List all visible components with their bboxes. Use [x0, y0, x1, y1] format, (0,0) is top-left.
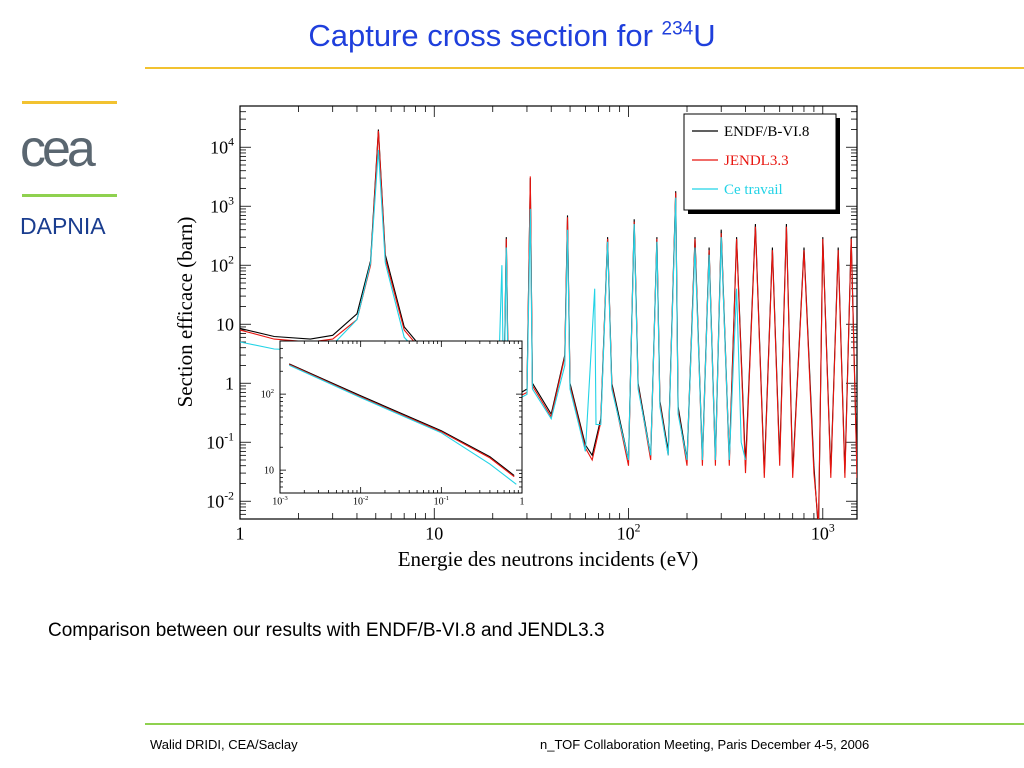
main-x-tick-label: 102 [617, 522, 641, 544]
dapnia-label: DAPNIA [20, 213, 106, 239]
title-element: U [693, 18, 716, 53]
side-divider-bottom [22, 194, 117, 197]
slide-title: Capture cross section for 234U [0, 18, 1024, 54]
main-y-tick-label: 104 [210, 135, 234, 157]
inset-x-tick-label: 10-2 [353, 495, 368, 508]
inset-x-tick-label: 1 [520, 497, 525, 508]
legend-entry: JENDL3.3 [724, 153, 789, 169]
inset-x-tick-label: 10-1 [434, 495, 449, 508]
legend-entry: Ce travail [724, 182, 783, 198]
inset-y-tick-label: 102 [261, 388, 274, 401]
main-y-tick-label: 103 [210, 194, 234, 216]
legend-box [683, 113, 837, 211]
main-y-tick-label: 102 [210, 253, 234, 275]
inset-tick-labels: 10-3 10-2 10-1 1 10 102 [261, 388, 525, 507]
inset-series-0 [288, 363, 515, 476]
svg-text:cea: cea [20, 122, 96, 174]
main-x-tick-label: 1 [236, 524, 245, 544]
legend-entry: ENDF/B-VI.8 [724, 124, 809, 140]
main-x-tick-label: 10 [425, 524, 443, 544]
main-y-tick-label: 10-2 [206, 489, 234, 511]
inset-series-group [288, 363, 517, 485]
main-y-tick-label: 10 [216, 315, 234, 335]
inset-axis-ticks [279, 340, 523, 494]
slide-caption: Comparison between our results with ENDF… [48, 620, 605, 641]
main-x-tick-label: 103 [811, 522, 835, 544]
inset-series-1 [288, 363, 515, 478]
footer-author: Walid DRIDI, CEA/Saclay [150, 737, 298, 752]
top-divider [145, 67, 1024, 69]
main-y-tick-label: 1 [225, 374, 234, 394]
main-axis-ticks [239, 105, 857, 520]
side-divider-top [22, 101, 117, 104]
y-axis-label: Section efficace (barn) [173, 217, 197, 408]
main-y-tick-label: 10-1 [206, 430, 234, 452]
title-superscript: 234 [661, 18, 694, 40]
inset-frame [279, 340, 523, 494]
chart-legend: ENDF/B-VI.8 JENDL3.3 Ce travail [683, 113, 840, 214]
inset-series-2 [288, 364, 517, 485]
footer-event: n_TOF Collaboration Meeting, Paris Decem… [540, 737, 870, 752]
cea-logo-icon: cea [20, 122, 100, 174]
title-main: Capture cross section for [308, 18, 662, 53]
bottom-divider [145, 723, 1024, 725]
inset-y-tick-label: 10 [264, 466, 274, 477]
x-axis-label: Energie des neutrons incidents (eV) [398, 547, 699, 571]
inset-x-tick-label: 10-3 [272, 495, 287, 508]
main-tick-labels: 1 10 102 103 10-2 10-1 1 10 102 103 104 [206, 135, 835, 543]
